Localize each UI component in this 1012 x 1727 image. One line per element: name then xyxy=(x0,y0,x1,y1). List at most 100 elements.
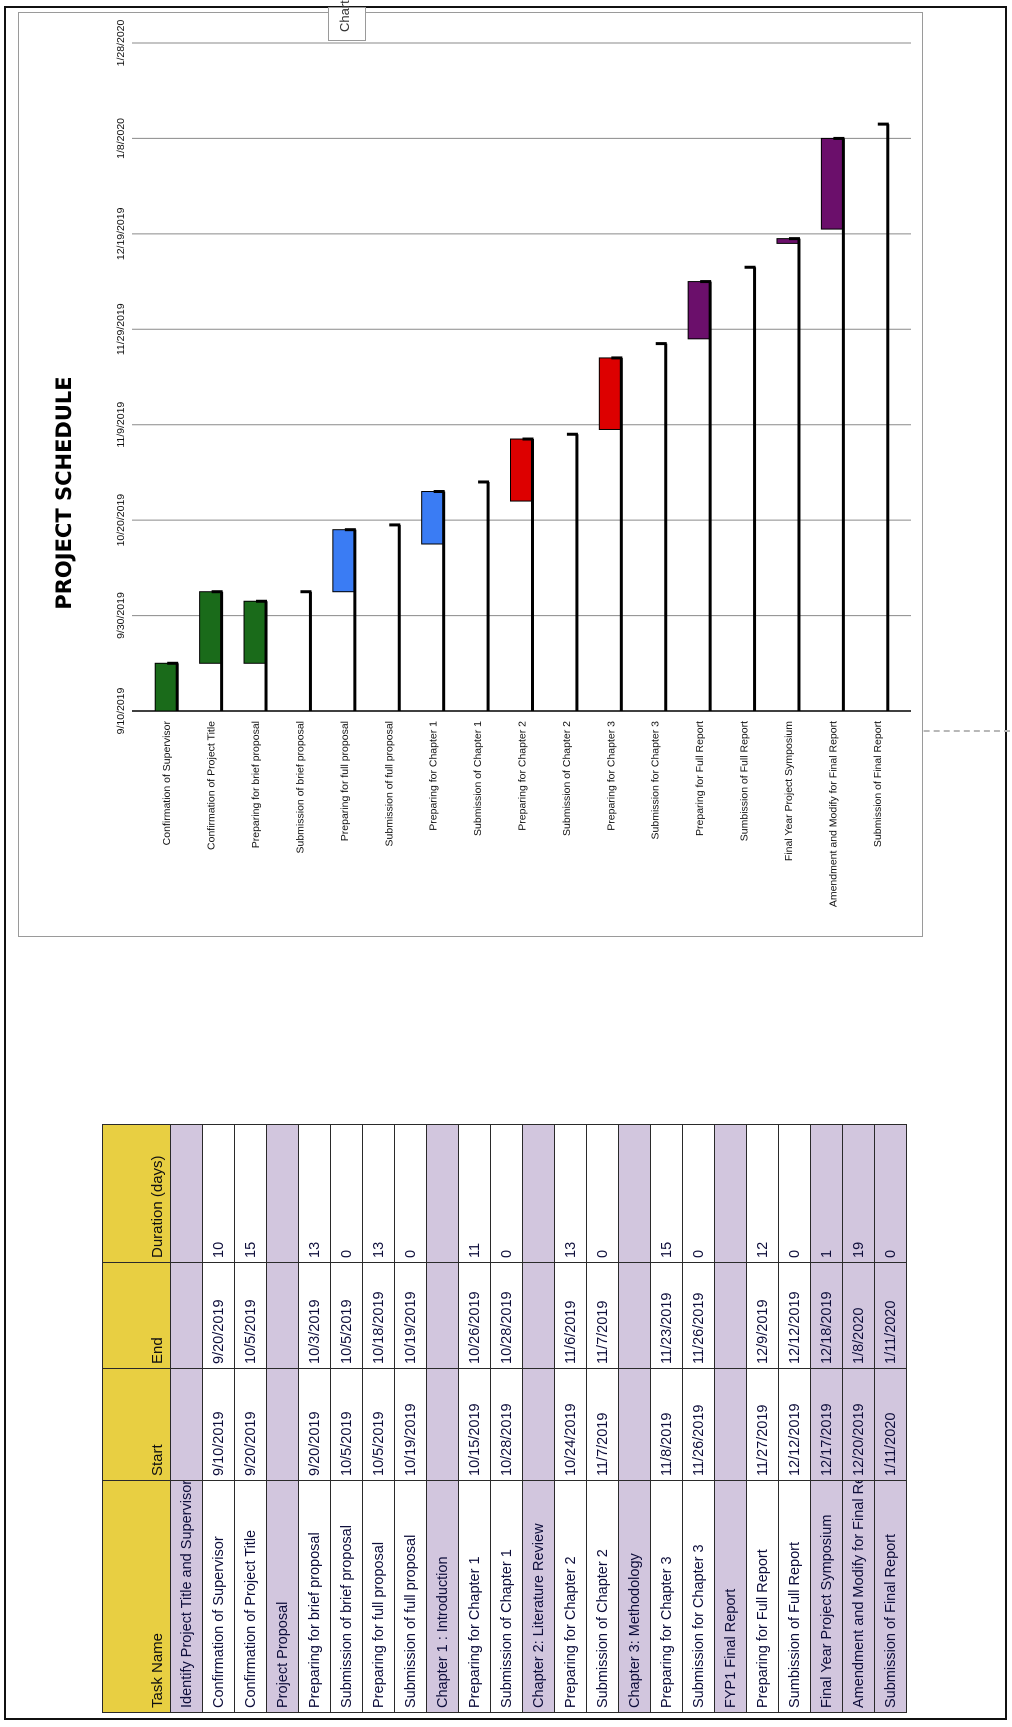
cell-duration: 10 xyxy=(202,1124,235,1263)
table-row: Preparing for Chapter 1 10/15/2019 10/26/2… xyxy=(458,1124,491,1713)
cell-duration: 15 xyxy=(234,1124,267,1263)
chart-tab-label: Chart xyxy=(337,0,352,32)
cell-task-name: Submission of full proposal xyxy=(394,1480,427,1713)
schedule-table-container: Task Name Start End Duration (days) Iden… xyxy=(102,1124,917,1713)
gantt-bar xyxy=(199,591,223,664)
gantt-bar xyxy=(332,529,356,593)
cell-duration: 0 xyxy=(330,1124,363,1263)
cell-task-name: Confirmation of Project Title xyxy=(234,1480,267,1713)
cell-start: 10/19/2019 xyxy=(394,1368,427,1481)
task-label: Submission of Chapter 2 xyxy=(561,721,573,836)
gantt-bar xyxy=(820,137,844,230)
gantt-bar xyxy=(243,600,267,664)
task-label: Preparing for Chapter 3 xyxy=(605,721,617,831)
table-group-row: Project Proposal xyxy=(266,1124,299,1713)
cell-duration: 13 xyxy=(362,1124,395,1263)
table-group-row: Chapter 3: Methodology xyxy=(618,1124,651,1713)
page-frame xyxy=(4,6,1007,1720)
cell-task-name: Sumbission of Full Report xyxy=(778,1480,811,1713)
cell-start: 12/12/2019 xyxy=(778,1368,811,1481)
cell-start: 10/28/2019 xyxy=(490,1368,523,1481)
task-label: Submission for Chapter 3 xyxy=(650,721,662,840)
cell-end: 10/3/2019 xyxy=(298,1262,331,1369)
cell-task-name: Preparing for full proposal xyxy=(362,1480,395,1713)
cell-start: 11/7/2019 xyxy=(586,1368,619,1481)
cell-empty xyxy=(618,1262,651,1369)
cell-start: 11/8/2019 xyxy=(650,1368,683,1481)
cell-end: 10/18/2019 xyxy=(362,1262,395,1369)
cell-duration: 15 xyxy=(650,1124,683,1263)
table-row: Amendment and Modify for Final Report 12/… xyxy=(842,1124,875,1713)
cell-task-name: Preparing for Chapter 1 xyxy=(458,1480,491,1713)
cell-end: 1/8/2020 xyxy=(842,1262,875,1369)
cell-task-name: Preparing for Chapter 3 xyxy=(650,1480,683,1713)
cell-task-name: Preparing for Full Report xyxy=(746,1480,779,1713)
cell-duration: 1 xyxy=(810,1124,843,1263)
chart-tab[interactable]: Chart xyxy=(328,0,366,41)
cell-task-name: Submission for Chapter 3 xyxy=(682,1480,715,1713)
axis-tick-label: 11/9/2019 xyxy=(115,402,127,448)
cell-duration: 13 xyxy=(554,1124,587,1263)
cell-start: 10/5/2019 xyxy=(330,1368,363,1481)
table-group-row: Chapter 2: Literature Review xyxy=(522,1124,555,1713)
task-label: Preparing for brief proposal xyxy=(250,721,262,848)
chart-title: PROJECT SCHEDULE xyxy=(52,376,76,609)
cell-end: 10/26/2019 xyxy=(458,1262,491,1369)
cell-empty xyxy=(170,1368,203,1481)
cell-end: 10/5/2019 xyxy=(234,1262,267,1369)
cell-start: 9/10/2019 xyxy=(202,1368,235,1481)
cell-end: 11/26/2019 xyxy=(682,1262,715,1369)
gantt-bar xyxy=(510,438,533,502)
cell-task-name: Submission of Final Report xyxy=(874,1480,907,1713)
table-row: Preparing for Chapter 3 11/8/2019 11/23/20… xyxy=(650,1124,683,1713)
cell-empty xyxy=(266,1262,299,1369)
axis-tick-label: 12/19/2019 xyxy=(115,207,127,260)
cell-duration: 12 xyxy=(746,1124,779,1263)
cell-task-name: Preparing for Chapter 2 xyxy=(554,1480,587,1713)
cell-empty xyxy=(426,1124,459,1263)
task-label: Submission of Final Report xyxy=(872,721,884,847)
cell-task-name: Project Proposal xyxy=(266,1480,299,1713)
cell-start: 10/5/2019 xyxy=(362,1368,395,1481)
task-label: Amendment and Modify for Final Report xyxy=(827,721,839,907)
cell-empty xyxy=(714,1124,747,1263)
gantt-chart[interactable]: PROJECT SCHEDULE 9/10/2019 9/30/2019 10/20/… xyxy=(18,12,923,937)
cell-end: 11/6/2019 xyxy=(554,1262,587,1369)
table-row: Submission of brief proposal 10/5/2019 10/… xyxy=(330,1124,363,1713)
task-label: Final Year Project Symposium xyxy=(783,721,795,861)
task-label: Preparing for full proposal xyxy=(339,721,351,841)
cell-empty xyxy=(522,1262,555,1369)
cell-start: 11/26/2019 xyxy=(682,1368,715,1481)
cell-task-name: FYP1 Final Report xyxy=(714,1480,747,1713)
header-task-name: Task Name xyxy=(102,1480,171,1713)
table-row: Preparing for Full Report 11/27/2019 12/9/… xyxy=(746,1124,779,1713)
cell-empty xyxy=(426,1262,459,1369)
table-row: Sumbission of Full Report 12/12/2019 12/12… xyxy=(778,1124,811,1713)
task-label: Preparing for Chapter 2 xyxy=(517,721,529,831)
table-row: Preparing for brief proposal 9/20/2019 10/… xyxy=(298,1124,331,1713)
cell-duration: 0 xyxy=(682,1124,715,1263)
cell-duration: 19 xyxy=(842,1124,875,1263)
gantt-bar xyxy=(598,357,622,430)
cell-end: 10/5/2019 xyxy=(330,1262,363,1369)
table-row: Submission for Chapter 3 11/26/2019 11/26/… xyxy=(682,1124,715,1713)
cell-duration: 0 xyxy=(778,1124,811,1263)
cell-end: 11/7/2019 xyxy=(586,1262,619,1369)
header-end: End xyxy=(102,1262,171,1369)
gantt-chart-svg: PROJECT SCHEDULE 9/10/2019 9/30/2019 10/20/… xyxy=(52,19,911,907)
cell-start: 11/27/2019 xyxy=(746,1368,779,1481)
cell-end: 12/18/2019 xyxy=(810,1262,843,1369)
table-row: Submission of full proposal 10/19/2019 10/… xyxy=(394,1124,427,1713)
gantt-bar xyxy=(154,662,178,712)
table-row: Preparing for full proposal 10/5/2019 10/1… xyxy=(362,1124,395,1713)
cell-empty xyxy=(170,1124,203,1263)
gantt-bar xyxy=(421,491,445,545)
axis-tick-label: 10/20/2019 xyxy=(115,494,127,547)
cell-end: 1/11/2020 xyxy=(874,1262,907,1369)
cell-task-name: Chapter 1 : Introduction xyxy=(426,1480,459,1713)
cell-empty xyxy=(714,1368,747,1481)
cell-task-name: Submission of Chapter 1 xyxy=(490,1480,523,1713)
table-row: Final Year Project Symposium 12/17/2019 12… xyxy=(810,1124,843,1713)
table-row: Confirmation of Project Title 9/20/2019 10… xyxy=(234,1124,267,1713)
axis-tick-label: 1/28/2020 xyxy=(115,19,127,66)
